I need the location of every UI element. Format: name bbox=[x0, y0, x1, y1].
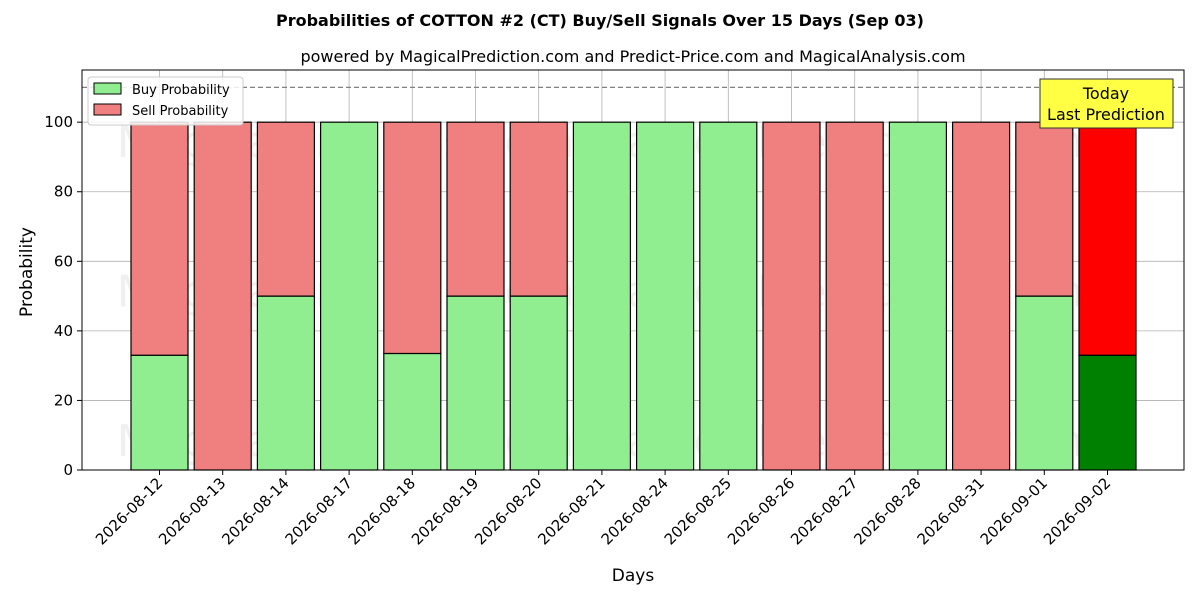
sell-bar bbox=[256, 121, 315, 297]
y-tick-label: 60 bbox=[54, 252, 73, 270]
annotation-line-2: Last Prediction bbox=[1047, 105, 1165, 124]
sell-bar bbox=[383, 121, 442, 355]
sell-bar bbox=[509, 121, 568, 297]
buy-bar bbox=[635, 121, 695, 471]
buy-bar bbox=[572, 121, 632, 471]
x-tick-label: 2026-08-31 bbox=[914, 474, 988, 548]
x-tick-label: 2026-08-19 bbox=[408, 474, 482, 548]
sell-bar bbox=[130, 121, 189, 356]
sell-bar bbox=[762, 121, 821, 471]
x-tick-label: 2026-08-13 bbox=[155, 474, 229, 548]
y-tick-label: 100 bbox=[44, 113, 73, 131]
x-tick-label: 2026-09-02 bbox=[1040, 474, 1114, 548]
buy-bar bbox=[888, 121, 948, 471]
x-tick-label: 2026-08-18 bbox=[345, 474, 419, 548]
chart-title: Probabilities of COTTON #2 (CT) Buy/Sell… bbox=[276, 11, 924, 30]
x-tick-label: 2026-08-21 bbox=[534, 474, 608, 548]
sell-bar bbox=[1078, 121, 1137, 356]
buy-bar bbox=[383, 352, 442, 471]
y-tick-label: 20 bbox=[54, 391, 73, 409]
plot-area: MagicalAnalysis.com MagicalPrediction.co… bbox=[17, 69, 1185, 586]
x-tick-label: 2026-08-17 bbox=[282, 474, 356, 548]
annotation-line-1: Today bbox=[1082, 84, 1129, 103]
buy-bar bbox=[320, 121, 379, 471]
x-tick-label: 2026-08-20 bbox=[471, 474, 545, 548]
sell-bar bbox=[951, 121, 1011, 471]
legend-label-sell: Sell Probability bbox=[132, 104, 229, 119]
buy-bar bbox=[446, 295, 505, 471]
x-tick-label: 2026-08-28 bbox=[850, 474, 924, 548]
y-tick-label: 0 bbox=[63, 461, 73, 479]
buy-bar bbox=[699, 121, 758, 471]
sell-bar bbox=[825, 121, 884, 471]
y-axis-label: Probability bbox=[17, 227, 37, 317]
plot-frame bbox=[81, 69, 1185, 471]
buy-bar bbox=[1015, 295, 1074, 471]
legend-label-buy: Buy Probability bbox=[132, 83, 230, 98]
x-tick-label: 2026-08-14 bbox=[218, 474, 292, 548]
x-tick-label: 2026-09-01 bbox=[977, 474, 1051, 548]
buy-bar bbox=[130, 354, 189, 471]
sell-bar bbox=[1015, 121, 1074, 297]
legend-swatch-buy bbox=[93, 82, 122, 95]
y-tick-label: 40 bbox=[54, 322, 73, 340]
x-tick-label: 2026-08-24 bbox=[598, 474, 672, 548]
x-tick-label: 2026-08-26 bbox=[724, 474, 798, 548]
y-tick-label: 80 bbox=[54, 183, 73, 201]
x-tick-label: 2026-08-27 bbox=[787, 474, 861, 548]
x-axis-label: Days bbox=[612, 566, 655, 586]
x-tick-label: 2026-08-12 bbox=[92, 474, 166, 548]
buy-bar bbox=[509, 295, 568, 471]
chart-subtitle: powered by MagicalPrediction.com and Pre… bbox=[300, 47, 965, 66]
annotation-box bbox=[1039, 78, 1174, 129]
sell-bar bbox=[446, 121, 505, 297]
legend-swatch-sell bbox=[93, 103, 122, 116]
buy-bar bbox=[256, 295, 315, 471]
x-tick-label: 2026-08-25 bbox=[661, 474, 735, 548]
sell-bar bbox=[193, 121, 252, 471]
buy-bar bbox=[1078, 354, 1137, 471]
legend-box bbox=[87, 76, 244, 126]
